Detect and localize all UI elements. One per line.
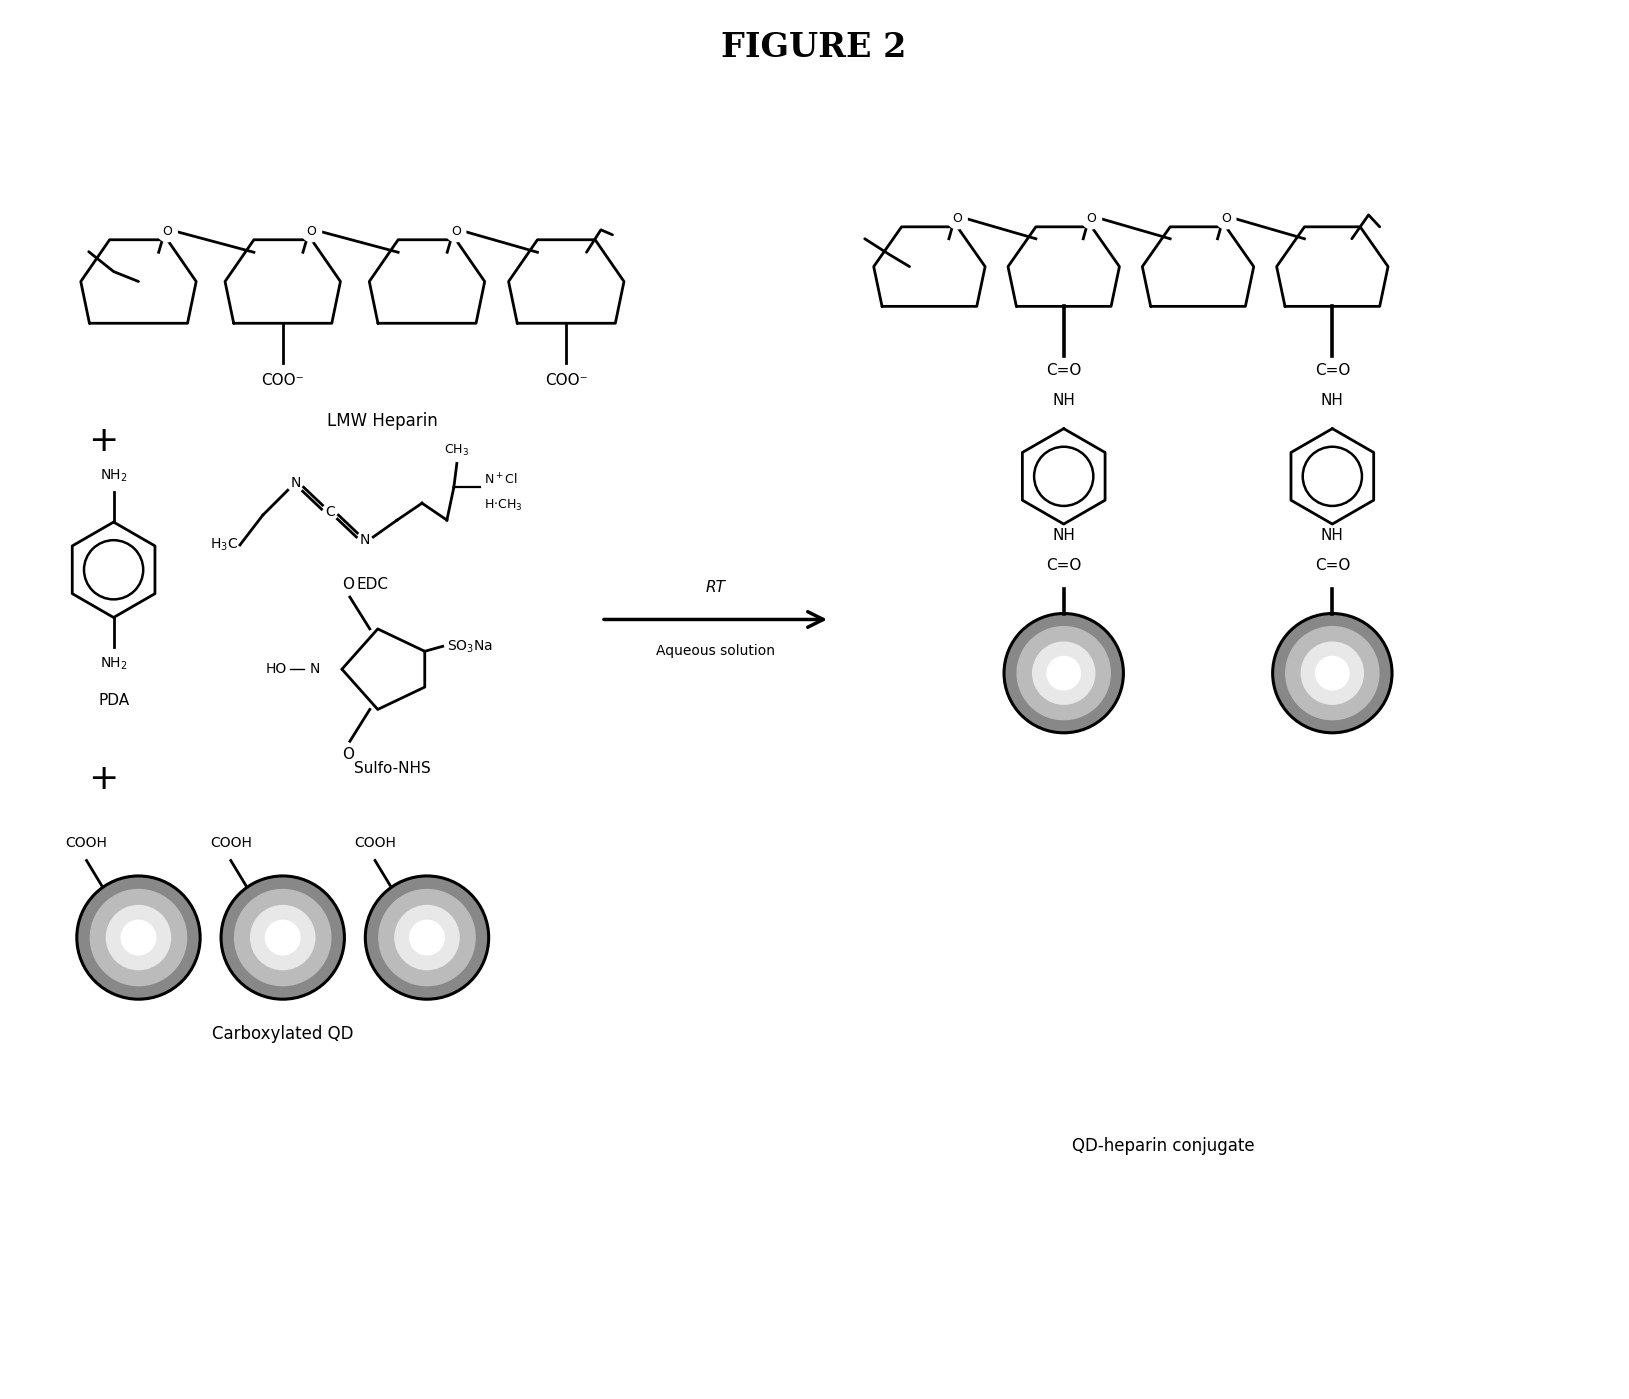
Text: NH: NH	[1052, 529, 1075, 543]
Text: COOH: COOH	[210, 835, 252, 849]
Text: N$^+$Cl: N$^+$Cl	[484, 473, 518, 488]
Circle shape	[301, 222, 321, 242]
Circle shape	[251, 905, 314, 970]
Text: C: C	[326, 505, 336, 519]
Text: Carboxylated QD: Carboxylated QD	[212, 1025, 353, 1044]
Circle shape	[1003, 614, 1124, 733]
Circle shape	[1302, 642, 1363, 704]
Text: H$_3$C: H$_3$C	[210, 537, 238, 553]
Text: COO⁻: COO⁻	[546, 374, 588, 389]
Text: O: O	[306, 225, 316, 238]
Text: COOH: COOH	[65, 835, 108, 849]
Text: NH$_2$: NH$_2$	[99, 467, 127, 484]
Circle shape	[222, 876, 344, 999]
Text: NH: NH	[1321, 393, 1344, 409]
Text: QD-heparin conjugate: QD-heparin conjugate	[1072, 1137, 1254, 1156]
Circle shape	[1082, 208, 1101, 229]
Text: LMW Heparin: LMW Heparin	[327, 411, 438, 429]
Text: N: N	[360, 533, 370, 547]
Circle shape	[77, 876, 200, 999]
Text: RT: RT	[705, 581, 725, 595]
Circle shape	[266, 921, 300, 956]
Text: O: O	[163, 225, 173, 238]
Text: COO⁻: COO⁻	[261, 374, 305, 389]
Circle shape	[365, 876, 489, 999]
Circle shape	[394, 905, 459, 970]
Text: HO: HO	[266, 662, 287, 676]
Circle shape	[948, 208, 968, 229]
Circle shape	[158, 222, 178, 242]
Circle shape	[90, 890, 187, 986]
Text: PDA: PDA	[98, 694, 129, 708]
Circle shape	[411, 921, 445, 956]
Text: N: N	[310, 662, 319, 676]
Text: H$\cdot$CH$_3$: H$\cdot$CH$_3$	[484, 498, 523, 512]
Text: Sulfo-NHS: Sulfo-NHS	[353, 761, 430, 776]
Circle shape	[380, 890, 476, 986]
Circle shape	[106, 905, 171, 970]
Circle shape	[1047, 656, 1080, 690]
Circle shape	[1215, 208, 1236, 229]
Text: NH: NH	[1052, 393, 1075, 409]
Text: O: O	[953, 213, 963, 225]
Text: O: O	[342, 576, 353, 592]
Text: EDC: EDC	[357, 578, 388, 592]
Circle shape	[235, 890, 331, 986]
Text: N: N	[290, 476, 301, 490]
Text: Aqueous solution: Aqueous solution	[656, 645, 775, 659]
Text: O: O	[342, 747, 353, 761]
Circle shape	[1016, 627, 1111, 719]
Text: FIGURE 2: FIGURE 2	[722, 31, 907, 64]
Text: O: O	[451, 225, 461, 238]
Text: C=O: C=O	[1315, 558, 1350, 574]
Text: O: O	[1222, 213, 1232, 225]
Text: SO$_3$Na: SO$_3$Na	[446, 638, 494, 655]
Text: COOH: COOH	[353, 835, 396, 849]
Circle shape	[1272, 614, 1393, 733]
Circle shape	[1285, 627, 1378, 719]
Text: C=O: C=O	[1315, 364, 1350, 379]
Circle shape	[1033, 642, 1095, 704]
Text: NH: NH	[1321, 529, 1344, 543]
Text: NH$_2$: NH$_2$	[99, 656, 127, 673]
Text: C=O: C=O	[1046, 558, 1082, 574]
Text: O: O	[1087, 213, 1096, 225]
Circle shape	[121, 921, 156, 956]
Circle shape	[1316, 656, 1349, 690]
Text: +: +	[88, 424, 119, 457]
Text: C=O: C=O	[1046, 364, 1082, 379]
Circle shape	[446, 222, 466, 242]
Text: CH$_3$: CH$_3$	[445, 443, 469, 457]
Text: +: +	[88, 761, 119, 796]
